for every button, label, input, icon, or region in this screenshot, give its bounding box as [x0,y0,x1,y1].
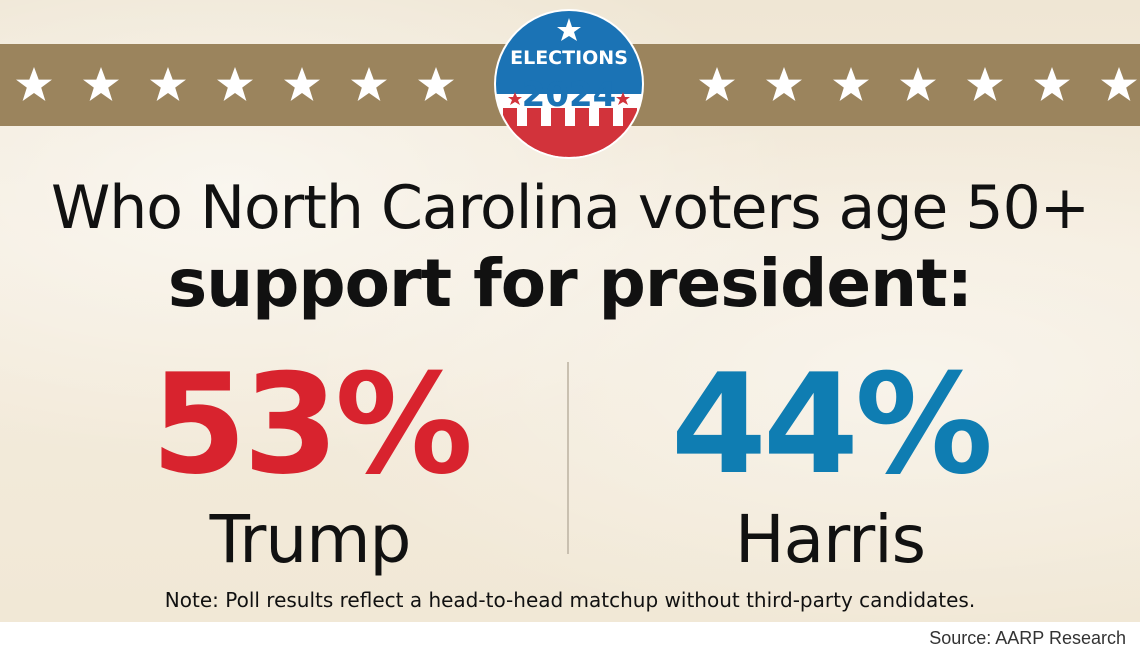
star-icon [14,65,54,105]
elections-2024-badge: ELECTIONS 2024 [494,9,644,159]
star-icon [416,65,456,105]
star-icon [898,65,938,105]
star-icon [1099,65,1139,105]
trump-name: Trump [209,501,412,578]
badge-star-right-icon [616,92,630,105]
star-icon [148,65,188,105]
star-icon [215,65,255,105]
star-icon [81,65,121,105]
star-icon [697,65,737,105]
stars-right [683,44,1140,126]
result-harris: 44% Harris [550,350,1110,580]
star-icon [764,65,804,105]
result-divider [567,362,569,554]
harris-percent: 44% [670,344,993,505]
badge-year: 2024 [522,75,617,115]
star-icon [965,65,1005,105]
star-icon [282,65,322,105]
badge-star-icon [557,18,581,41]
star-icon [831,65,871,105]
headline-line-1: Who North Carolina voters age 50+ [50,173,1090,243]
result-trump: 53% Trump [30,350,590,580]
harris-name: Harris [735,501,926,578]
trump-percent: 53% [150,344,473,505]
poll-note: Note: Poll results reflect a head-to-hea… [164,588,976,612]
source-credit: Source: AARP Research [929,628,1126,648]
headline: Who North Carolina voters age 50+ suppor… [0,172,1140,324]
election-graphic: ELECTIONS 2024 Who North Carolina voters… [0,0,1140,622]
headline-line-2: support for president: [167,245,973,322]
stars-left [0,44,469,126]
star-icon [349,65,389,105]
badge-star-left-icon [508,92,522,105]
badge-top-text: ELECTIONS [510,47,628,69]
star-icon [1032,65,1072,105]
